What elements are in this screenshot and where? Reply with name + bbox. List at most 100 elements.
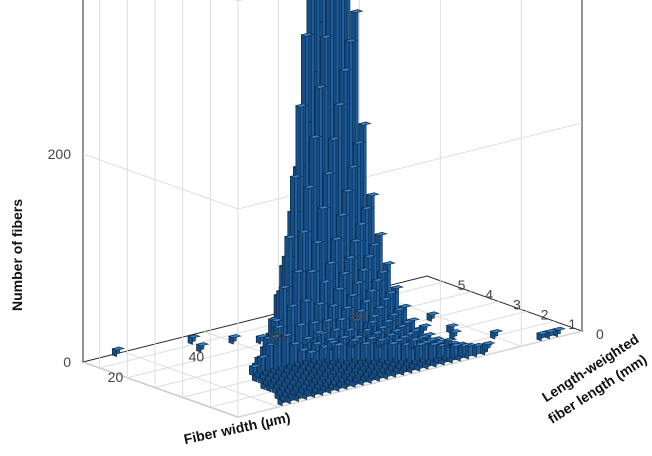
bar-top-face (319, 279, 333, 284)
bar-top-face (398, 303, 413, 308)
bar-top-face (376, 325, 390, 330)
bar (187, 334, 201, 345)
bar-top-face (359, 299, 374, 304)
x-tick-label: 60 (270, 328, 286, 344)
bar-top-face (365, 288, 380, 293)
bar-top-face (338, 67, 353, 72)
x-tick-label: 80 (351, 308, 367, 324)
bar-top-face (348, 318, 363, 323)
bar-top-face (344, 38, 359, 43)
bar-top-face (324, 337, 338, 342)
bar-side-face (333, 343, 339, 363)
bar-top-face (278, 284, 292, 289)
bar-top-face (408, 337, 422, 342)
bar-top-face (346, 292, 361, 297)
bar-top-face (400, 319, 415, 324)
bar-top-face (300, 32, 315, 37)
bar-top-face (335, 212, 350, 217)
bar (366, 319, 381, 331)
bar-top-face (357, 121, 372, 126)
bar (348, 337, 362, 349)
bar-top-face (308, 320, 322, 325)
bar-top-face (326, 339, 341, 344)
bar-top-face (310, 239, 325, 244)
bar-top-face (333, 102, 347, 107)
bar-top-face (535, 330, 550, 335)
bar-top-face (368, 242, 383, 247)
chart-ticks: 020040060020406080012345 (48, 146, 604, 385)
bar-top-face (445, 323, 460, 328)
bar-top-face (390, 285, 405, 290)
chart-bars (111, 0, 566, 406)
bar-top-face (384, 332, 399, 337)
bar-top-face (449, 342, 464, 347)
bar-top-face (375, 337, 390, 342)
bar (449, 342, 464, 360)
grid-line-x-floor (123, 351, 279, 408)
bar-top-face (337, 334, 352, 339)
bar-top-face (382, 261, 396, 266)
bar-top-face (327, 303, 341, 308)
bar-top-face (381, 318, 396, 323)
bar (332, 342, 347, 363)
bar-top-face (268, 334, 283, 339)
bar-top-face (365, 192, 380, 197)
x-tick-label: 40 (189, 349, 205, 365)
bar (481, 340, 496, 352)
x-tick-label: 20 (108, 369, 124, 385)
bar-top-face (403, 331, 418, 336)
bar (426, 311, 440, 322)
y-tick-label: 0 (596, 326, 604, 342)
bar-top-face (392, 337, 407, 342)
bar-top-face (544, 328, 558, 333)
bar-side-face (289, 342, 295, 367)
bar-top-face (552, 326, 566, 331)
bar-top-face (335, 317, 350, 322)
bar-top-face (371, 278, 385, 283)
z-tick-label: 200 (48, 146, 72, 162)
bar (427, 341, 442, 362)
bar-side-face (450, 344, 456, 360)
bar-top-face (322, 171, 336, 176)
bar-top-face (349, 9, 364, 14)
bar-top-face (329, 327, 344, 332)
bar (418, 323, 433, 334)
bar-top-face (373, 305, 388, 310)
bar-top-face (340, 305, 355, 310)
grid-line-z (82, 122, 583, 210)
bar (552, 326, 566, 338)
bar-side-face (401, 343, 407, 362)
bar-top-face (255, 334, 270, 339)
bar (535, 330, 550, 342)
bar-top-face (341, 188, 356, 193)
bar-top-face (291, 269, 306, 274)
bar-top-face (397, 334, 412, 339)
y-tick-label: 5 (458, 277, 466, 293)
bar (435, 342, 450, 360)
bar-top-face (370, 330, 385, 335)
bar-top-face (313, 84, 328, 89)
bar-top-face (368, 313, 382, 318)
bar-top-face (310, 341, 325, 346)
bar (312, 329, 327, 341)
bar-top-face (348, 337, 362, 342)
bar-top-face (386, 341, 401, 346)
bar-top-face (365, 335, 379, 340)
bar-top-face (395, 323, 410, 328)
bar (227, 334, 242, 345)
bar-top-face (297, 229, 312, 234)
bar-top-face (327, 136, 342, 141)
bar-top-face (418, 323, 433, 328)
bar (248, 363, 263, 377)
bar-top-face (354, 308, 369, 313)
bar (489, 329, 504, 340)
bar-top-face (302, 184, 317, 189)
bar (445, 323, 460, 334)
bar-top-face (374, 231, 388, 237)
bar-top-face (489, 329, 504, 334)
bar-top-face (324, 260, 339, 265)
bar (305, 349, 319, 363)
bar-side-face (471, 344, 477, 358)
